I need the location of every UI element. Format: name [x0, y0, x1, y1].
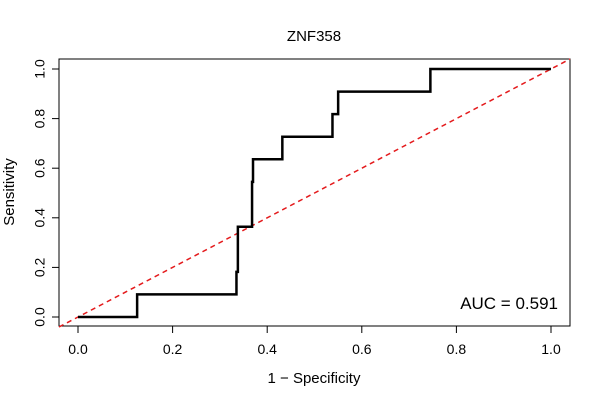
chart-title: ZNF358 — [287, 28, 341, 45]
y-tick-label: 1.0 — [32, 59, 48, 79]
y-tick-label: 0.2 — [32, 257, 48, 277]
x-tick-label: 0.6 — [352, 341, 372, 357]
y-axis-label: Sensitivity — [1, 158, 18, 226]
x-tick-label: 0.0 — [68, 341, 88, 357]
y-tick-label: 0.8 — [32, 109, 48, 129]
x-axis-label: 1 − Specificity — [268, 370, 361, 387]
y-tick-label: 0.6 — [32, 158, 48, 178]
x-axis: 0.0 0.2 0.4 0.6 0.8 1.0 — [68, 325, 561, 357]
auc-annotation: AUC = 0.591 — [460, 294, 558, 313]
roc-curve-line — [78, 67, 551, 319]
y-axis: 0.0 0.2 0.4 0.6 0.8 1.0 — [32, 59, 60, 327]
series-layer — [58, 58, 571, 328]
x-tick-label: 0.8 — [447, 341, 467, 357]
y-tick-label: 0.4 — [32, 208, 48, 228]
x-tick-label: 0.2 — [163, 341, 183, 357]
chance-diagonal-line — [58, 58, 571, 328]
x-tick-label: 0.4 — [257, 341, 277, 357]
x-tick-label: 1.0 — [541, 341, 561, 357]
y-tick-label: 0.0 — [32, 307, 48, 327]
